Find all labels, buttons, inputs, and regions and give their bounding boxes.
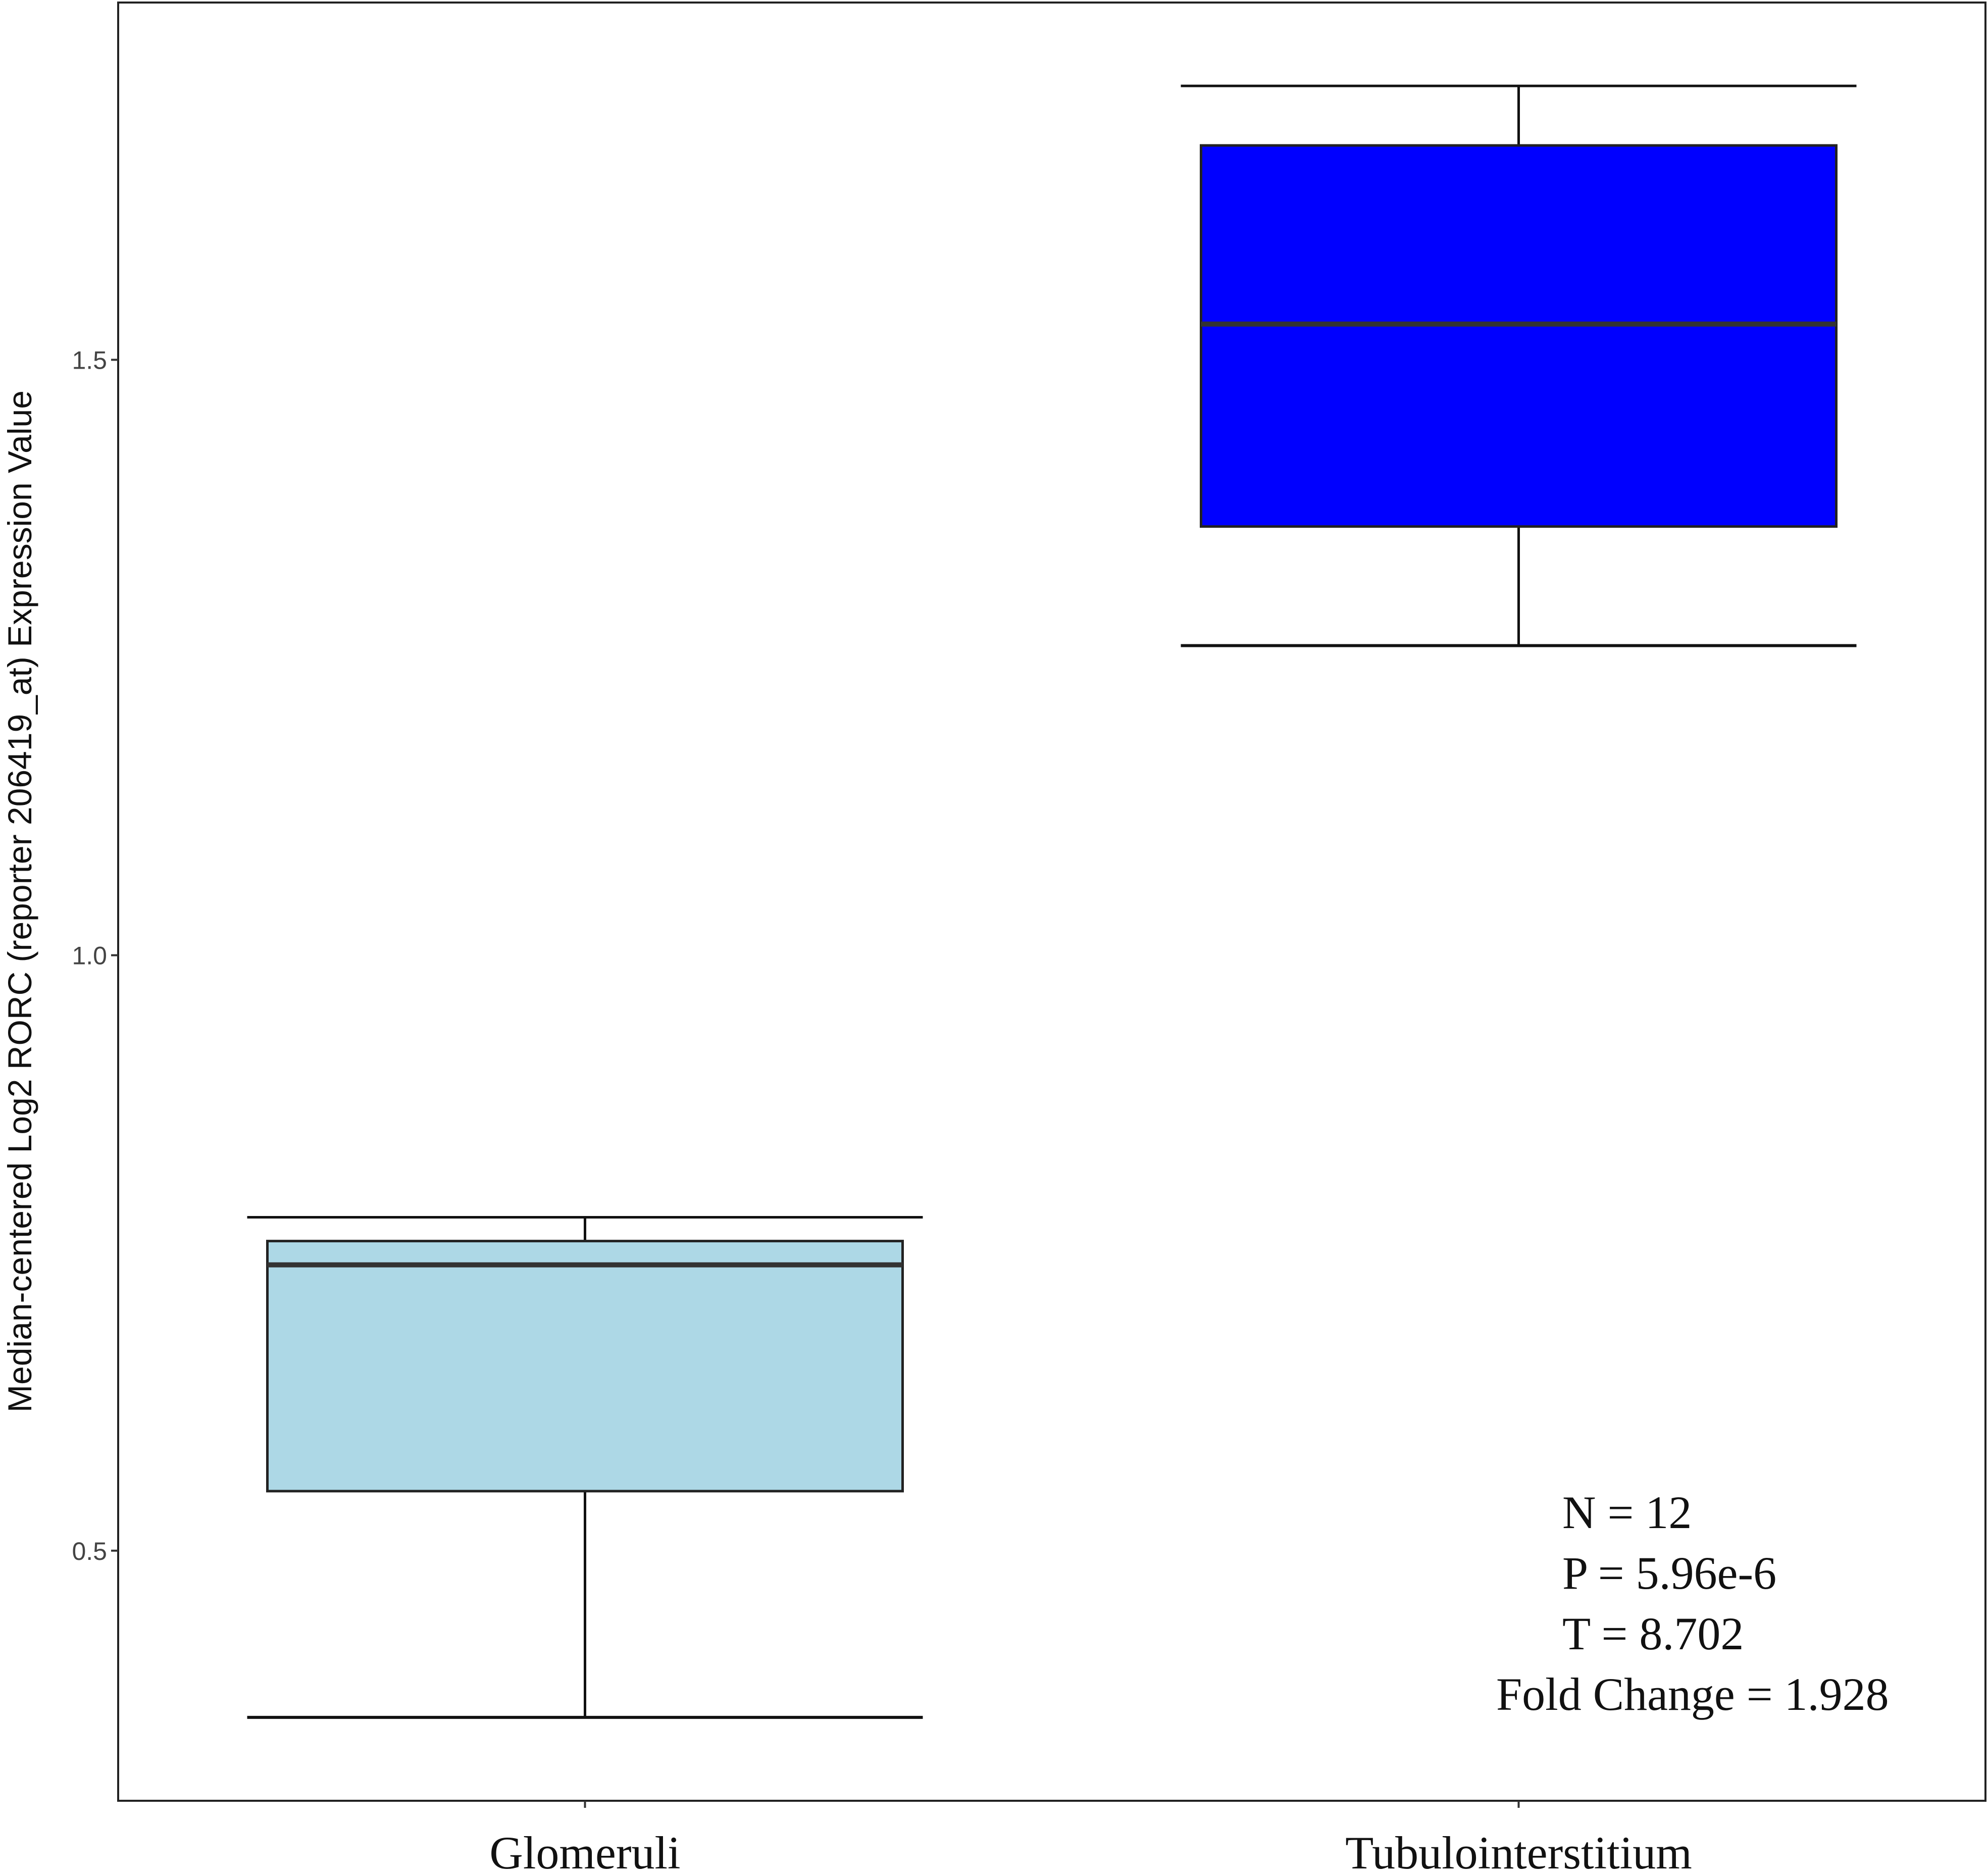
annotation: Fold Change = 1.928 — [1496, 1668, 1889, 1720]
annotation: N = 12 — [1562, 1487, 1692, 1538]
x-tick-label: Tubulointerstitium — [1345, 1827, 1692, 1875]
box — [266, 1240, 904, 1493]
annotation: T = 8.702 — [1562, 1608, 1744, 1659]
y-axis-label: Median-centered Log2 RORC (reporter 2064… — [1, 390, 38, 1412]
annotation: P = 5.96e-6 — [1562, 1547, 1776, 1599]
y-tick-label: 0.5 — [72, 1537, 107, 1565]
box — [1200, 144, 1838, 528]
y-tick-label: 1.0 — [72, 942, 107, 970]
x-tick-label: Glomeruli — [489, 1827, 680, 1875]
y-tick-label: 1.5 — [72, 346, 107, 374]
plot-frame — [117, 2, 1986, 1802]
